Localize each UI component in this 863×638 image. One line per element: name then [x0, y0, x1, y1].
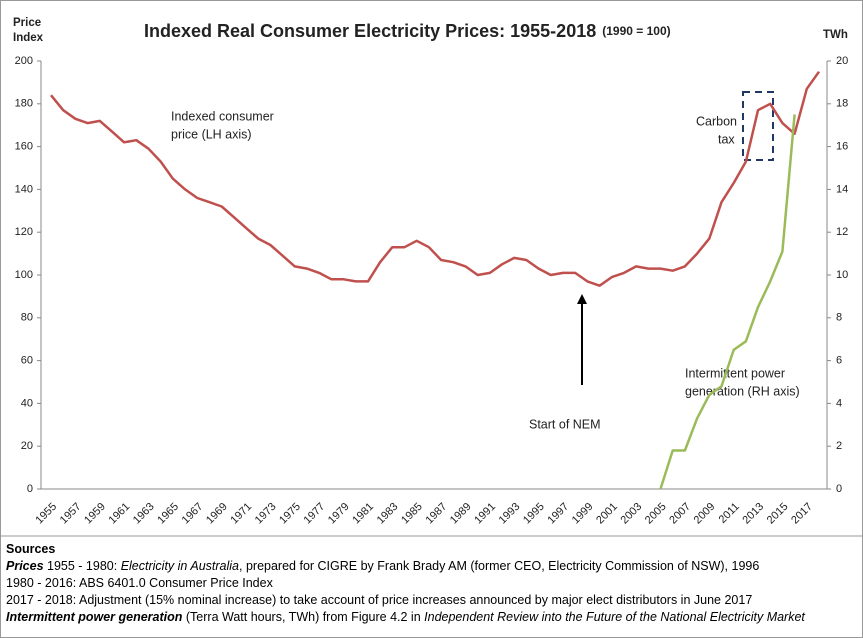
annotation: generation (RH axis) — [685, 384, 800, 398]
annotation: Indexed consumer — [171, 109, 274, 123]
series-line — [659, 114, 796, 490]
y-tick-label: 40 — [21, 397, 33, 409]
y2-tick-label: 4 — [836, 397, 842, 409]
x-tick-label: 1961 — [107, 501, 133, 527]
x-tick-label: 2001 — [594, 501, 620, 527]
x-tick-label: 1997 — [545, 501, 571, 527]
chart: Indexed Real Consumer Electricity Prices… — [1, 17, 862, 537]
y-tick-label: 20 — [21, 440, 33, 452]
source-line: Intermittent power generation (Terra Wat… — [6, 609, 805, 626]
x-tick-label: 1995 — [521, 501, 547, 527]
y-tick-label: 0 — [27, 483, 33, 495]
x-tick-label: 1971 — [228, 501, 254, 527]
x-tick-label: 1965 — [155, 501, 181, 527]
x-tick-label: 1969 — [204, 501, 230, 527]
annotation: Start of NEM — [529, 417, 601, 431]
y2-tick-label: 0 — [836, 483, 842, 495]
annotation: Carbon — [696, 114, 737, 128]
y2-tick-label: 20 — [836, 55, 848, 67]
x-tick-label: 1999 — [570, 501, 596, 527]
nem-arrowhead — [577, 294, 587, 304]
x-tick-label: 1963 — [131, 501, 157, 527]
y-tick-label: 120 — [15, 226, 33, 238]
x-tick-label: 2009 — [692, 501, 718, 527]
source-part: 1955 - 1980: — [43, 559, 121, 573]
y-tick-label: 100 — [15, 269, 33, 281]
y2-tick-label: 10 — [836, 269, 848, 281]
x-tick-label: 1981 — [350, 501, 376, 527]
y-tick-label: 140 — [15, 183, 33, 195]
y2-axis-label: TWh — [823, 29, 848, 41]
source-line: 1980 - 2016: ABS 6401.0 Consumer Price I… — [6, 575, 805, 592]
annotation: price (LH axis) — [171, 127, 252, 141]
sources-heading: Sources — [6, 542, 56, 556]
x-tick-label: 1973 — [253, 501, 279, 527]
source-part: Independent Review into the Future of th… — [424, 610, 805, 624]
x-tick-label: 2017 — [789, 501, 815, 527]
y-axis-label: Price — [13, 17, 41, 29]
x-tick-label: 1983 — [375, 501, 401, 527]
x-tick-label: 1967 — [180, 501, 206, 527]
source-part: Prices — [6, 559, 44, 573]
y-tick-label: 60 — [21, 355, 33, 367]
source-line: Prices 1955 - 1980: Electricity in Austr… — [6, 558, 805, 575]
x-tick-label: 1987 — [423, 501, 449, 527]
source-part: 1980 - 2016: ABS 6401.0 Consumer Price I… — [6, 576, 273, 590]
y-tick-label: 80 — [21, 312, 33, 324]
series-line — [50, 70, 821, 287]
x-tick-label: 1991 — [472, 501, 498, 527]
source-part: (Terra Watt hours, TWh) from Figure 4.2 … — [182, 610, 425, 624]
x-tick-label: 2003 — [619, 501, 645, 527]
x-tick-label: 1959 — [82, 501, 108, 527]
y2-tick-label: 2 — [836, 440, 842, 452]
y-tick-label: 200 — [15, 55, 33, 67]
sources: Sources Prices 1955 - 1980: Electricity … — [6, 541, 805, 626]
x-tick-label: 1989 — [448, 501, 474, 527]
y2-tick-label: 14 — [836, 183, 848, 195]
x-tick-label: 1985 — [399, 501, 425, 527]
source-line: 2017 - 2018: Adjustment (15% nominal inc… — [6, 592, 805, 609]
chart-subtitle: (1990 = 100) — [602, 24, 670, 38]
x-tick-label: 2013 — [740, 501, 766, 527]
y2-tick-label: 12 — [836, 226, 848, 238]
y-tick-label: 180 — [15, 98, 33, 110]
source-part: Electricity in Australia — [120, 559, 240, 573]
carbon-tax-box — [742, 91, 774, 161]
x-tick-label: 1975 — [277, 501, 303, 527]
x-tick-label: 2011 — [717, 501, 742, 526]
source-part: , prepared for CIGRE by Frank Brady AM (… — [239, 559, 760, 573]
x-tick-label: 1979 — [326, 501, 352, 527]
annotation: tax — [718, 132, 735, 146]
y2-tick-label: 16 — [836, 141, 848, 153]
chart-title-group: Indexed Real Consumer Electricity Prices… — [144, 21, 671, 41]
y-tick-label: 160 — [15, 141, 33, 153]
x-tick-label: 1993 — [497, 501, 523, 527]
y-axis-label: Index — [13, 32, 44, 44]
chart-title: Indexed Real Consumer Electricity Prices… — [144, 21, 596, 41]
y2-tick-label: 18 — [836, 98, 848, 110]
source-part: 2017 - 2018: Adjustment (15% nominal inc… — [6, 593, 753, 607]
x-tick-label: 1957 — [58, 501, 84, 527]
x-tick-label: 2007 — [667, 501, 693, 527]
annotation: Intermittent power — [685, 366, 785, 380]
source-part: Intermittent power generation — [6, 610, 183, 624]
x-tick-label: 1977 — [302, 501, 328, 527]
y2-tick-label: 8 — [836, 312, 842, 324]
x-tick-label: 1955 — [33, 501, 59, 527]
x-tick-label: 2005 — [643, 501, 669, 527]
y2-tick-label: 6 — [836, 355, 842, 367]
x-tick-label: 2015 — [765, 501, 791, 527]
